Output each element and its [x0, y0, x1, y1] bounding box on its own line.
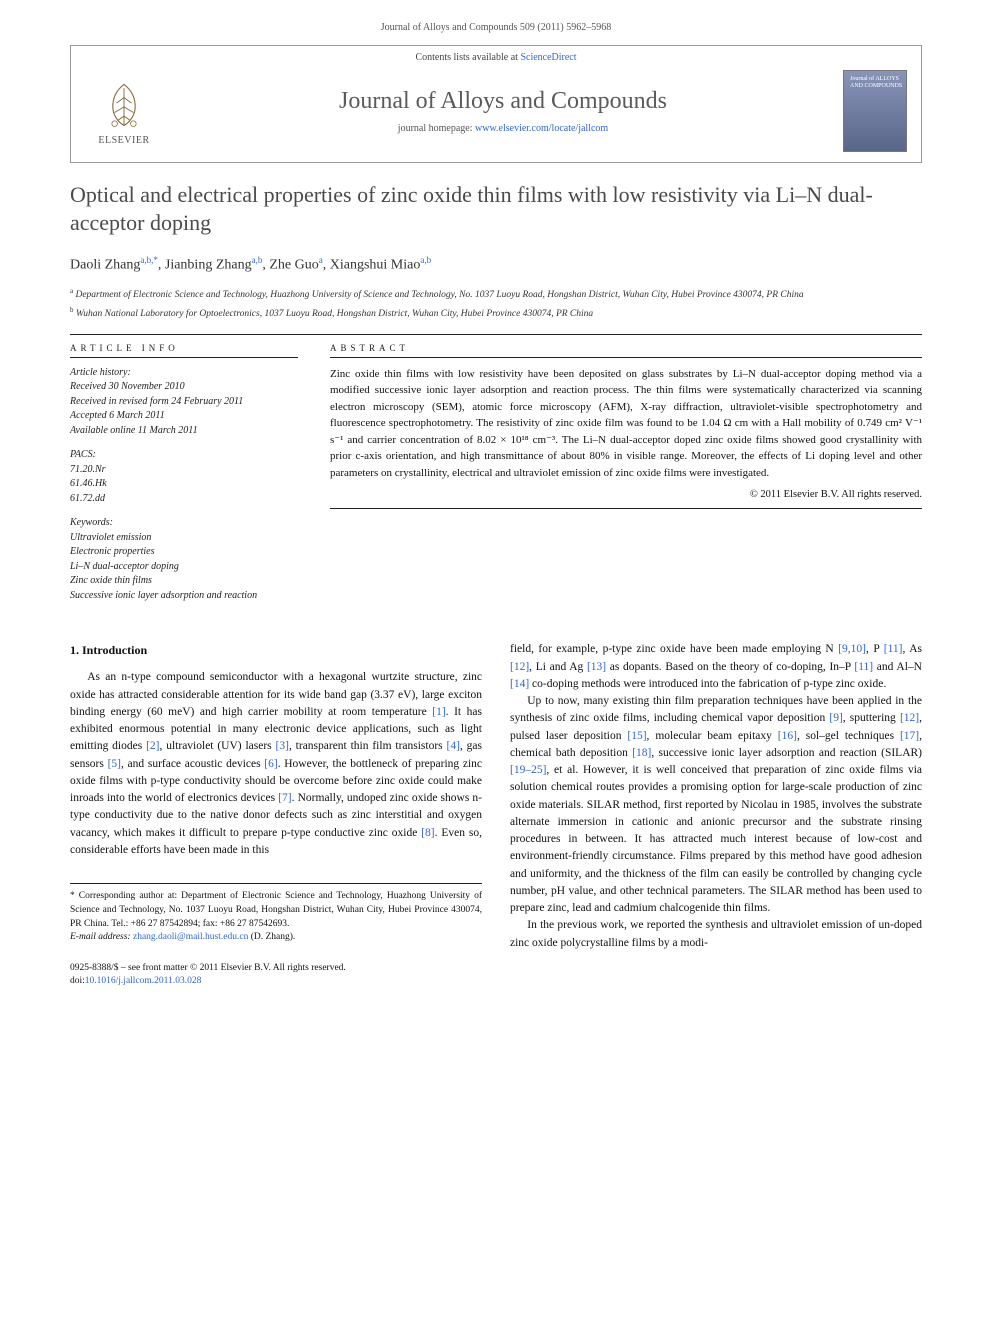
divider [330, 508, 922, 509]
abstract-head: ABSTRACT [330, 343, 922, 353]
body-paragraph: In the previous work, we reported the sy… [510, 917, 922, 952]
sciencedirect-link[interactable]: ScienceDirect [520, 52, 576, 63]
pacs-label: PACS: [70, 448, 298, 463]
body-paragraph: As an n-type compound semiconductor with… [70, 669, 482, 859]
elsevier-brand: ELSEVIER [98, 135, 149, 146]
contents-pre: Contents lists available at [415, 52, 520, 63]
journal-title: Journal of Alloys and Compounds [163, 88, 843, 115]
doi-block: 0925-8388/$ – see front matter © 2011 El… [70, 962, 922, 989]
article-info-head: ARTICLE INFO [70, 343, 298, 353]
homepage-link[interactable]: www.elsevier.com/locate/jallcom [475, 123, 608, 134]
history-item: Available online 11 March 2011 [70, 424, 298, 439]
journal-homepage: journal homepage: www.elsevier.com/locat… [163, 123, 843, 134]
keyword-item: Successive ionic layer adsorption and re… [70, 589, 298, 604]
footnotes: * Corresponding author at: Department of… [70, 883, 482, 945]
contents-line: Contents lists available at ScienceDirec… [71, 46, 921, 66]
abstract-text: Zinc oxide thin films with low resistivi… [330, 366, 922, 482]
article-title: Optical and electrical properties of zin… [70, 181, 922, 237]
body-paragraph: field, for example, p-type zinc oxide ha… [510, 641, 922, 693]
article-history: Article history: Received 30 November 20… [70, 366, 298, 439]
body-column-right: field, for example, p-type zinc oxide ha… [510, 641, 922, 952]
history-label: Article history: [70, 366, 298, 381]
elsevier-tree-icon [96, 77, 152, 133]
front-matter-line: 0925-8388/$ – see front matter © 2011 El… [70, 962, 922, 975]
email-line: E-mail address: zhang.daoli@mail.hust.ed… [70, 931, 482, 945]
homepage-pre: journal homepage: [398, 123, 475, 134]
doi-link[interactable]: 10.1016/j.jallcom.2011.03.028 [85, 976, 202, 986]
pacs-item: 61.46.Hk [70, 477, 298, 492]
keywords-block: Keywords: Ultraviolet emission Electroni… [70, 516, 298, 603]
affiliation-b: b Wuhan National Laboratory for Optoelec… [70, 305, 922, 322]
body-column-left: 1. Introduction As an n-type compound se… [70, 641, 482, 952]
email-tail: (D. Zhang). [248, 932, 295, 942]
keywords-label: Keywords: [70, 516, 298, 531]
history-item: Accepted 6 March 2011 [70, 409, 298, 424]
body-paragraph: Up to now, many existing thin film prepa… [510, 693, 922, 917]
corresponding-author-note: * Corresponding author at: Department of… [70, 890, 482, 931]
journal-banner: Contents lists available at ScienceDirec… [70, 45, 922, 163]
history-item: Received 30 November 2010 [70, 380, 298, 395]
affiliation-a: a Department of Electronic Science and T… [70, 286, 922, 303]
doi-prefix: doi: [70, 976, 85, 986]
divider [70, 357, 298, 358]
keyword-item: Electronic properties [70, 545, 298, 560]
journal-cover-thumb: Journal of ALLOYS AND COMPOUNDS [843, 70, 907, 152]
pacs-block: PACS: 71.20.Nr 61.46.Hk 61.72.dd [70, 448, 298, 506]
pacs-item: 71.20.Nr [70, 463, 298, 478]
cover-text: Journal of ALLOYS AND COMPOUNDS [850, 76, 906, 90]
section-heading: 1. Introduction [70, 641, 482, 659]
article-info-block: ARTICLE INFO Article history: Received 3… [70, 343, 298, 614]
copyright-line: © 2011 Elsevier B.V. All rights reserved… [330, 489, 922, 500]
pacs-item: 61.72.dd [70, 492, 298, 507]
running-header: Journal of Alloys and Compounds 509 (201… [0, 0, 992, 39]
history-item: Received in revised form 24 February 201… [70, 395, 298, 410]
email-link[interactable]: zhang.daoli@mail.hust.edu.cn [133, 932, 248, 942]
keyword-item: Zinc oxide thin films [70, 574, 298, 589]
keyword-item: Li–N dual-acceptor doping [70, 560, 298, 575]
author-list: Daoli Zhanga,b,*, Jianbing Zhanga,b, Zhe… [70, 255, 922, 274]
divider [330, 357, 922, 358]
abstract-block: ABSTRACT Zinc oxide thin films with low … [330, 343, 922, 614]
email-label: E-mail address: [70, 932, 133, 942]
publisher-logo: ELSEVIER [85, 77, 163, 146]
divider [70, 334, 922, 335]
keyword-item: Ultraviolet emission [70, 531, 298, 546]
